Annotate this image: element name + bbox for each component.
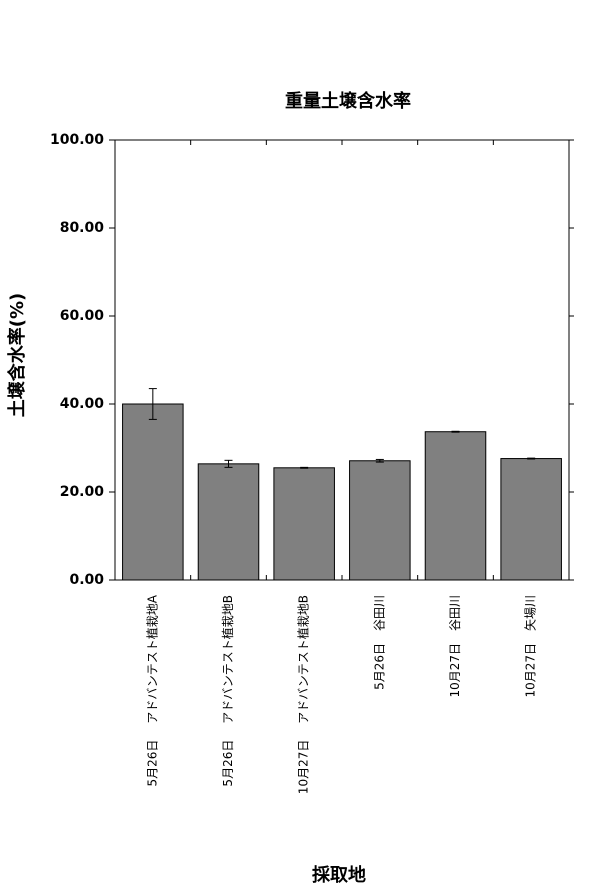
y-tick-label: 80.00: [60, 220, 105, 236]
bar: [349, 460, 411, 581]
bar: [122, 403, 184, 581]
x-tick-label: 5月26日 アドバンテスト植栽地A: [144, 594, 159, 786]
x-axis-label: 採取地: [312, 864, 366, 886]
y-tick-label: 40.00: [60, 396, 105, 412]
bar: [424, 431, 487, 581]
y-tick-label: 60.00: [60, 308, 105, 324]
y-tick-label: 20.00: [60, 484, 105, 500]
x-tick-label: 10月27日 アドバンテスト植栽地B: [296, 595, 311, 794]
y-tick-label: 100.00: [50, 132, 104, 148]
bar: [500, 458, 562, 581]
x-tick-label: 5月26日 アドバンテスト植栽地B: [220, 595, 235, 787]
x-tick-label: 10月27日 矢場川: [524, 595, 538, 698]
x-tick-label: 10月27日 谷田川: [448, 595, 462, 698]
bar: [197, 463, 260, 581]
bar: [273, 467, 335, 581]
x-tick-label: 5月26日 谷田川: [372, 595, 386, 690]
y-tick-label: 0.00: [69, 572, 104, 588]
chart-title: 重量土壌含水率: [285, 90, 411, 112]
y-axis-label: 土壌含水率(%): [6, 293, 28, 418]
